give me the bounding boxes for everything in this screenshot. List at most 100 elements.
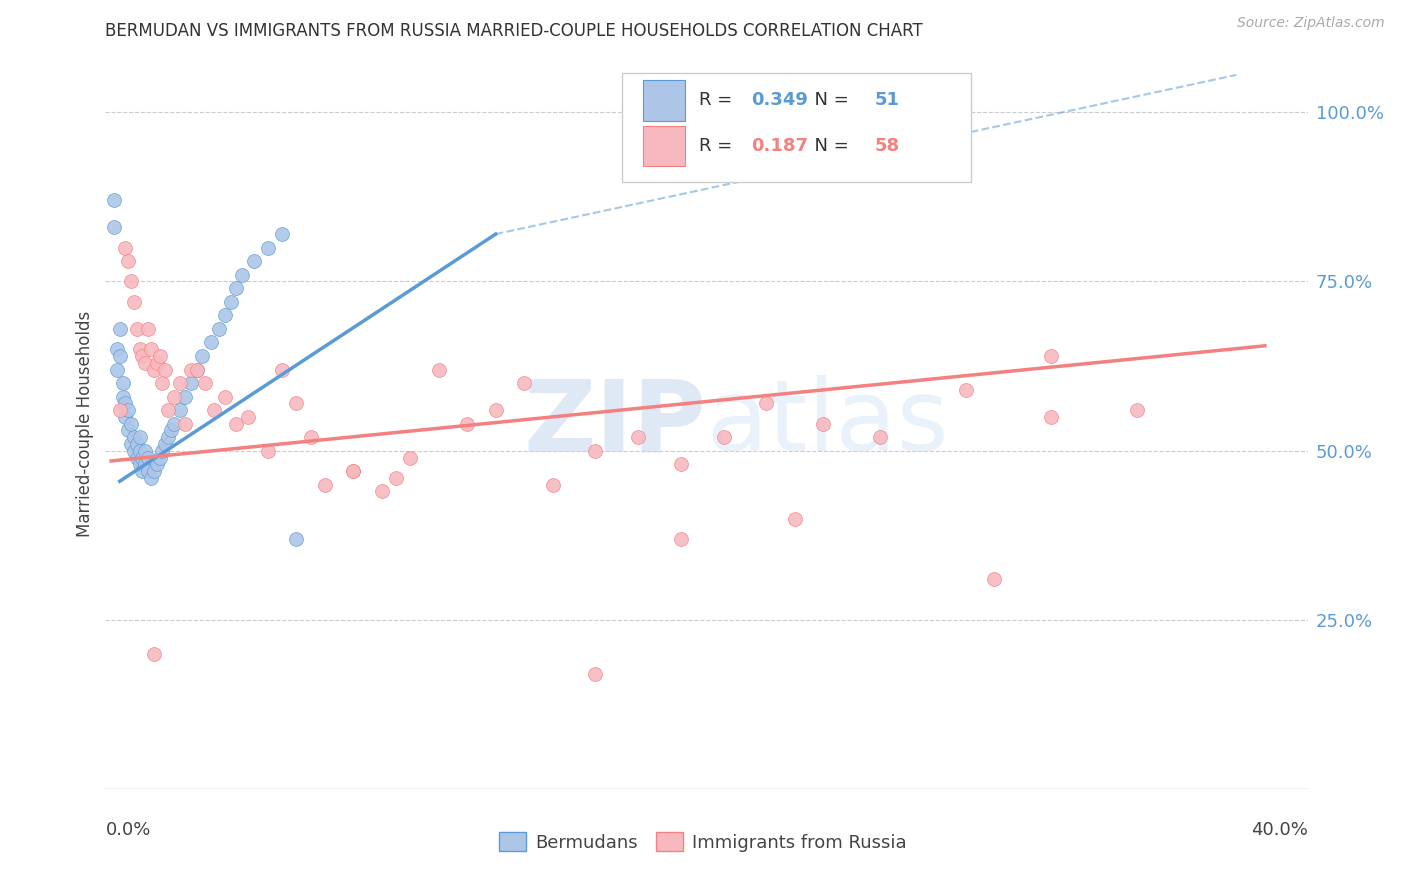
Point: [285, 532, 308, 546]
Point: [122, 430, 145, 444]
Point: [148, 450, 170, 465]
Text: 0.0%: 0.0%: [105, 821, 150, 838]
Point: [955, 383, 977, 397]
Text: 58: 58: [875, 136, 900, 154]
Point: [200, 335, 222, 350]
Point: [163, 417, 186, 431]
Point: [169, 376, 191, 390]
Text: 0.187: 0.187: [751, 136, 808, 154]
Point: [755, 396, 778, 410]
Point: [869, 430, 891, 444]
Point: [125, 437, 148, 451]
Point: [271, 227, 294, 241]
Point: [399, 450, 422, 465]
Text: Source: ZipAtlas.com: Source: ZipAtlas.com: [1237, 16, 1385, 30]
Point: [231, 268, 253, 282]
Point: [427, 362, 450, 376]
Point: [111, 390, 134, 404]
Point: [103, 220, 125, 235]
Point: [208, 322, 231, 336]
Point: [202, 403, 225, 417]
Point: [191, 349, 214, 363]
Point: [136, 322, 159, 336]
Point: [214, 390, 236, 404]
Point: [157, 403, 180, 417]
Point: [456, 417, 478, 431]
Point: [131, 450, 153, 465]
Point: [242, 254, 264, 268]
Point: [627, 430, 650, 444]
Point: [105, 362, 128, 376]
Point: [103, 193, 125, 207]
Point: [142, 647, 165, 661]
Point: [120, 437, 142, 451]
Point: [117, 424, 139, 438]
Text: N =: N =: [803, 136, 855, 154]
Text: 40.0%: 40.0%: [1251, 821, 1308, 838]
Point: [125, 322, 148, 336]
Point: [783, 511, 806, 525]
Legend: Bermudans, Immigrants from Russia: Bermudans, Immigrants from Russia: [491, 823, 915, 861]
Point: [145, 458, 167, 472]
Point: [160, 424, 183, 438]
Point: [371, 484, 394, 499]
Point: [271, 362, 294, 376]
Point: [155, 362, 177, 376]
Point: [186, 362, 208, 376]
FancyBboxPatch shape: [643, 80, 685, 120]
Point: [122, 443, 145, 458]
Point: [114, 409, 136, 424]
Point: [131, 464, 153, 478]
Text: 51: 51: [875, 91, 900, 110]
Point: [155, 437, 177, 451]
Point: [108, 322, 131, 336]
Point: [669, 458, 692, 472]
Point: [485, 403, 508, 417]
Text: N =: N =: [803, 91, 855, 110]
Point: [128, 430, 150, 444]
Point: [157, 430, 180, 444]
Point: [108, 403, 131, 417]
Point: [1040, 349, 1063, 363]
Point: [541, 477, 564, 491]
Point: [163, 390, 186, 404]
Point: [225, 281, 247, 295]
Point: [1125, 403, 1147, 417]
Point: [128, 458, 150, 472]
Point: [219, 294, 242, 309]
Point: [108, 349, 131, 363]
Point: [1040, 409, 1063, 424]
Point: [117, 254, 139, 268]
Point: [128, 443, 150, 458]
Point: [117, 403, 139, 417]
Point: [142, 362, 165, 376]
Point: [139, 471, 162, 485]
Point: [186, 362, 208, 376]
Text: R =: R =: [699, 91, 738, 110]
Point: [134, 443, 156, 458]
Point: [299, 430, 322, 444]
Point: [194, 376, 217, 390]
Point: [256, 443, 278, 458]
Point: [136, 464, 159, 478]
Point: [148, 349, 170, 363]
Point: [152, 376, 174, 390]
Point: [142, 464, 165, 478]
Point: [342, 464, 364, 478]
Point: [125, 450, 148, 465]
Point: [169, 403, 191, 417]
Point: [114, 241, 136, 255]
Point: [669, 532, 692, 546]
Point: [114, 396, 136, 410]
Point: [139, 342, 162, 356]
Text: BERMUDAN VS IMMIGRANTS FROM RUSSIA MARRIED-COUPLE HOUSEHOLDS CORRELATION CHART: BERMUDAN VS IMMIGRANTS FROM RUSSIA MARRI…: [105, 22, 924, 40]
Point: [120, 275, 142, 289]
Point: [983, 573, 1005, 587]
Point: [180, 376, 202, 390]
FancyBboxPatch shape: [643, 126, 685, 166]
Text: R =: R =: [699, 136, 738, 154]
Point: [583, 667, 606, 681]
Point: [136, 450, 159, 465]
FancyBboxPatch shape: [623, 72, 972, 182]
Point: [713, 430, 735, 444]
